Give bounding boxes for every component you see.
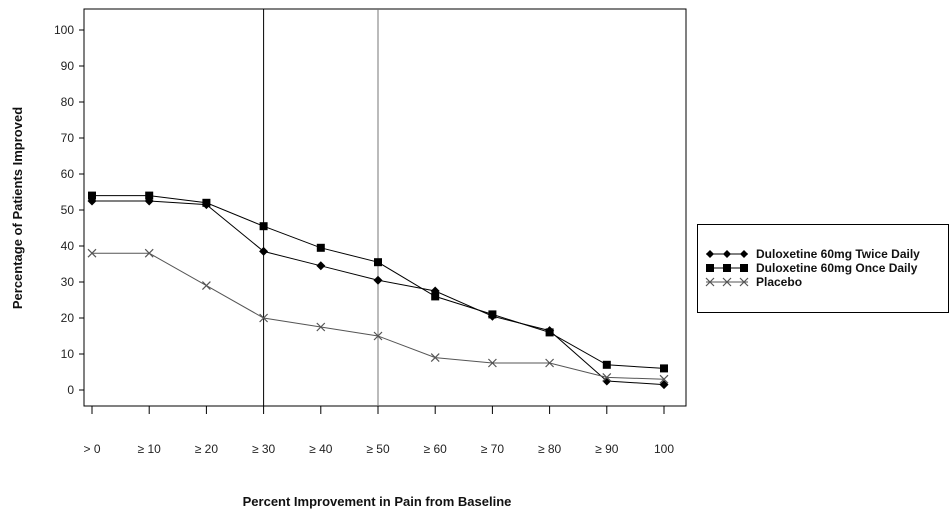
- data-point-x: [316, 322, 326, 332]
- series-square: [88, 191, 668, 373]
- y-tick-label: 70: [61, 131, 75, 145]
- legend-label: Duloxetine 60mg Once Daily: [756, 261, 918, 275]
- data-point-square: [660, 364, 668, 373]
- x-tick-label: ≥ 70: [481, 442, 505, 456]
- legend-swatch-diamond-icon: [706, 250, 748, 258]
- x-tick-label: ≥ 10: [138, 442, 162, 456]
- legend-label: Duloxetine 60mg Twice Daily: [756, 247, 920, 261]
- data-point-diamond: [316, 261, 326, 271]
- data-point-square: [602, 360, 611, 369]
- x-axis: > 0 ≥ 10 ≥ 20 ≥ 30 ≥ 40 ≥ 50 ≥ 60 ≥ 70 ≥ 80 ≥ 90 1…: [83, 406, 674, 456]
- reference-lines: [263, 9, 379, 406]
- x-tick-label: ≥ 50: [366, 442, 390, 456]
- series-x: [87, 248, 669, 384]
- y-tick-label: 40: [61, 239, 75, 253]
- y-tick-label: 20: [61, 311, 75, 325]
- data-point-square: [431, 292, 440, 301]
- legend-swatch-square-icon: [706, 264, 748, 272]
- y-tick-label: 100: [54, 23, 74, 37]
- data-point-x: [373, 331, 383, 341]
- y-tick-label: 50: [61, 203, 75, 217]
- x-axis-title: Percent Improvement in Pain from Baselin…: [243, 494, 512, 509]
- y-tick-label: 0: [67, 383, 74, 397]
- data-point-x: [430, 353, 440, 363]
- x-tick-label: ≥ 20: [195, 442, 219, 456]
- x-tick-label: ≥ 80: [538, 442, 562, 456]
- data-point-x: [602, 372, 612, 382]
- x-tick-label: ≥ 30: [252, 442, 276, 456]
- data-point-x: [487, 358, 497, 368]
- data-point-diamond: [259, 246, 269, 256]
- plot-area-frame: [83, 8, 687, 407]
- data-point-square: [202, 198, 211, 207]
- y-tick-label: 10: [61, 347, 75, 361]
- legend-item-twice-daily: Duloxetine 60mg Twice Daily: [704, 247, 948, 261]
- data-point-square: [488, 310, 497, 319]
- legend: Duloxetine 60mg Twice Daily Duloxetine 6…: [697, 224, 949, 313]
- x-tick-label: ≥ 60: [424, 442, 448, 456]
- data-point-square: [259, 222, 268, 231]
- data-point-x: [259, 313, 269, 323]
- x-tick-label: > 0: [83, 442, 100, 456]
- x-tick-label: ≥ 40: [309, 442, 333, 456]
- y-tick-label: 60: [61, 167, 75, 181]
- legend-swatch-x-icon: [705, 277, 749, 287]
- y-tick-label: 80: [61, 95, 75, 109]
- series-layer: [87, 191, 669, 390]
- legend-item-placebo: Placebo: [704, 275, 948, 289]
- data-point-x: [201, 281, 211, 291]
- data-point-x: [659, 374, 669, 384]
- data-point-diamond: [659, 380, 669, 390]
- x-tick-label: 100: [654, 442, 674, 456]
- data-point-diamond: [373, 275, 383, 285]
- data-point-x: [87, 248, 97, 258]
- x-tick-label: ≥ 90: [595, 442, 619, 456]
- data-point-x: [545, 358, 555, 368]
- data-point-square: [316, 243, 325, 252]
- data-point-square: [88, 191, 96, 200]
- data-point-square: [145, 191, 154, 200]
- y-axis-title: Percentage of Patients Improved: [10, 107, 25, 309]
- y-tick-label: 90: [61, 59, 75, 73]
- data-point-square: [545, 328, 554, 337]
- data-point-square: [374, 258, 382, 267]
- y-tick-label: 30: [61, 275, 75, 289]
- legend-label: Placebo: [756, 275, 803, 289]
- data-point-x: [144, 248, 154, 258]
- y-axis: 0 10 20 30 40 50 60 70 80 90 100: [54, 23, 84, 397]
- data-point-diamond: [602, 376, 612, 386]
- legend-item-once-daily: Duloxetine 60mg Once Daily: [704, 261, 948, 275]
